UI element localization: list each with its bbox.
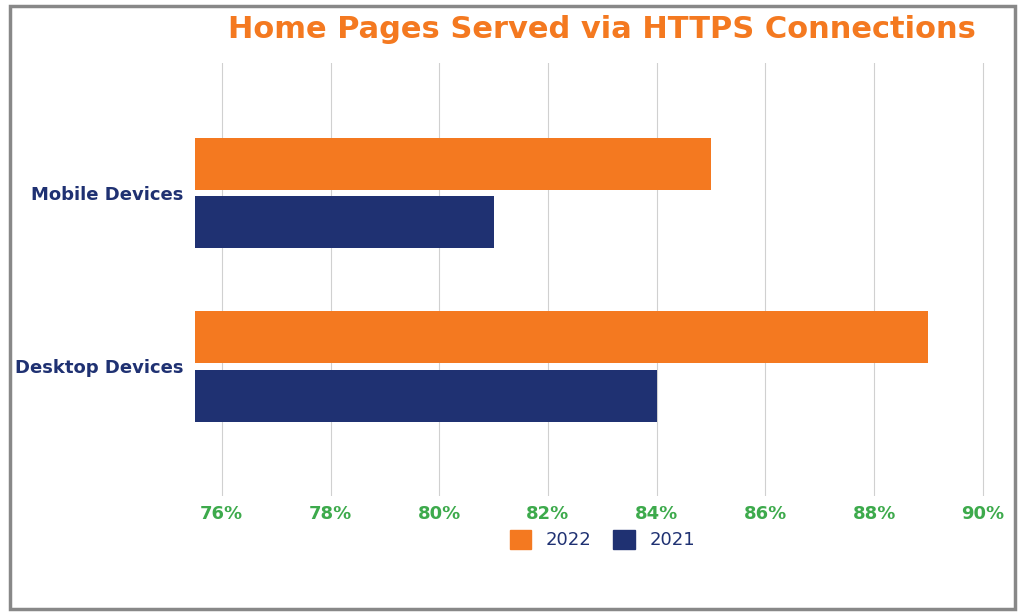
Bar — [0, 196, 494, 248]
Title: Home Pages Served via HTTPS Connections: Home Pages Served via HTTPS Connections — [229, 15, 976, 44]
Bar — [0, 311, 929, 363]
Bar — [0, 138, 711, 189]
Bar — [0, 370, 657, 422]
Legend: 2022, 2021: 2022, 2021 — [502, 523, 702, 557]
